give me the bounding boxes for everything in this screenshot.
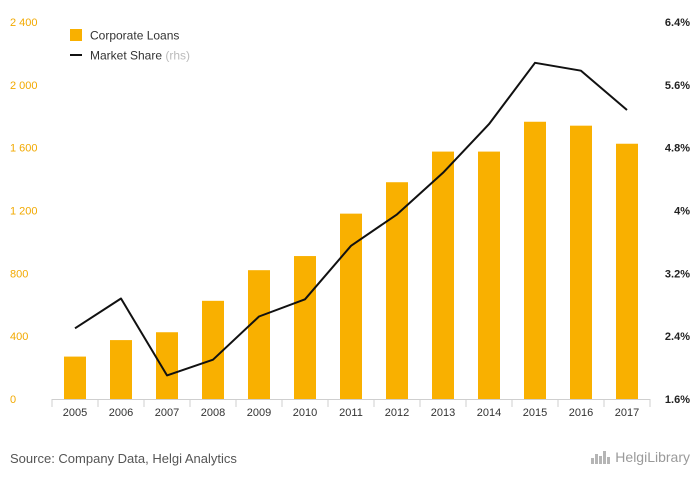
x-tick-label: 2015 <box>523 407 547 419</box>
y-left-tick-label: 0 <box>10 394 16 406</box>
bar-2016 <box>570 125 592 400</box>
bar-2009 <box>248 270 270 399</box>
line-series <box>74 61 628 377</box>
x-tick-label: 2007 <box>155 407 179 419</box>
x-tick-label: 2010 <box>293 407 317 419</box>
bar-2006 <box>110 340 132 399</box>
chart: 0 400 800 1 200 1 600 2 000 2 400 1.6% 2.4% 3.2%… <box>10 17 690 419</box>
market-share-line <box>74 61 628 377</box>
y-left-tick-label: 1 600 <box>10 143 38 155</box>
bar-2014 <box>478 151 500 399</box>
y-left-tick-label: 800 <box>10 268 28 280</box>
x-tick-label: 2011 <box>339 407 363 419</box>
x-tick-label: 2017 <box>615 407 639 419</box>
bar-2011 <box>340 213 362 399</box>
y-right-tick-label: 4% <box>674 206 690 218</box>
legend-label-market-share: Market Share (rhs) <box>90 49 190 63</box>
source-note: Source: Company Data, Helgi Analytics <box>10 451 237 466</box>
y-right-tick-label: 6.4% <box>665 17 690 29</box>
x-tick-label: 2005 <box>63 407 87 419</box>
brand-name: HelgiLibrary <box>615 449 690 465</box>
bar-series <box>64 121 638 400</box>
legend: Corporate Loans Market Share (rhs) <box>70 29 190 63</box>
y-axis-left: 0 400 800 1 200 1 600 2 000 2 400 <box>10 17 38 406</box>
bar-2015 <box>524 121 546 399</box>
y-right-tick-label: 1.6% <box>665 394 690 406</box>
y-right-tick-label: 3.2% <box>665 268 690 280</box>
bar-2017 <box>616 143 638 399</box>
legend-label-corporate-loans: Corporate Loans <box>90 29 179 43</box>
x-tick-label: 2008 <box>201 407 225 419</box>
y-left-tick-label: 400 <box>10 331 28 343</box>
x-tick-label: 2012 <box>385 407 409 419</box>
bar-2005 <box>64 356 86 399</box>
bar-2010 <box>294 256 316 399</box>
x-tick-label: 2009 <box>247 407 271 419</box>
bar-2013 <box>432 151 454 399</box>
x-tick-label: 2014 <box>477 407 501 419</box>
x-tick-label: 2006 <box>109 407 133 419</box>
y-left-tick-label: 2 400 <box>10 17 38 29</box>
y-right-tick-label: 5.6% <box>665 80 690 92</box>
legend-rhs-note: (rhs) <box>165 49 190 63</box>
x-tick-label: 2013 <box>431 407 455 419</box>
x-axis: 2005 2006 2007 2008 2009 2010 2011 2012 2013 2014… <box>51 399 651 419</box>
y-left-tick-label: 2 000 <box>10 80 38 92</box>
y-right-tick-label: 2.4% <box>665 331 690 343</box>
y-left-tick-label: 1 200 <box>10 206 38 218</box>
x-tick-label: 2016 <box>569 407 593 419</box>
bar-2008 <box>202 300 224 399</box>
bar-2007 <box>156 332 178 399</box>
brand-logo[interactable]: HelgiLibrary <box>591 449 690 465</box>
legend-swatch-corporate-loans <box>70 29 82 41</box>
library-bars-icon <box>591 450 611 464</box>
bar-2012 <box>386 182 408 399</box>
y-right-tick-label: 4.8% <box>665 143 690 155</box>
y-axis-right: 1.6% 2.4% 3.2% 4% 4.8% 5.6% 6.4% <box>665 17 690 406</box>
